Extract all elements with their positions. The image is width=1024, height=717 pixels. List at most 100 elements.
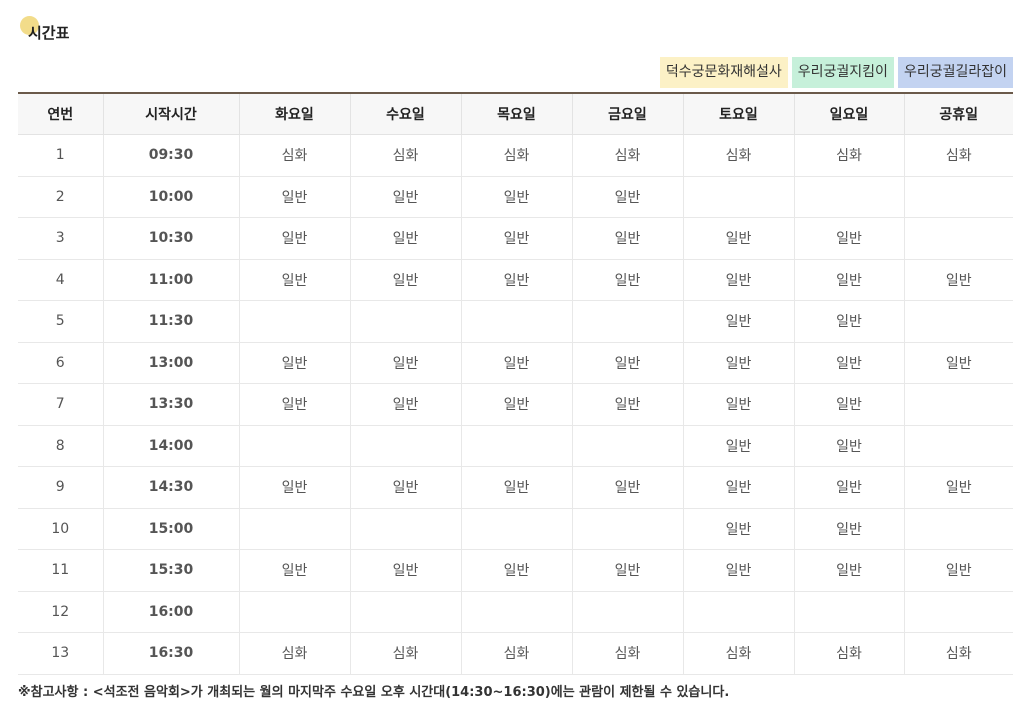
schedule-cell: 일반 (350, 383, 462, 426)
schedule-cell: 일반 (572, 176, 684, 218)
column-header: 연번 (18, 92, 104, 135)
schedule-cell: 일반 (794, 425, 905, 467)
table-row: 12 16:00 (18, 591, 1013, 633)
column-header: 일요일 (794, 92, 905, 135)
schedule-cell (239, 300, 351, 343)
column-header: 화요일 (239, 92, 351, 135)
schedule-cell: 일반 (461, 383, 573, 426)
color-legend: 덕수궁문화재해설사 우리궁궐지킴이 우리궁궐길라잡이 (659, 57, 1013, 88)
schedule-cell: 일반 (683, 508, 795, 550)
schedule-cell (239, 425, 351, 467)
start-time: 16:30 (103, 632, 240, 675)
column-header: 수요일 (350, 92, 462, 135)
start-time: 15:00 (103, 508, 240, 550)
table-row: 7 13:30 일반 일반 일반 일반 일반 일반 (18, 383, 1013, 426)
schedule-cell: 일반 (904, 342, 1013, 384)
table-row: 10 15:00 일반 일반 (18, 508, 1013, 550)
schedule-cell: 일반 (794, 383, 905, 426)
row-number: 9 (18, 466, 104, 509)
schedule-cell: 일반 (572, 383, 684, 426)
schedule-cell: 일반 (683, 300, 795, 343)
schedule-cell: 일반 (794, 300, 905, 343)
schedule-cell (461, 591, 573, 633)
legend-gillajabi: 우리궁궐길라잡이 (897, 57, 1013, 88)
schedule-cell: 일반 (350, 342, 462, 384)
schedule-cell: 일반 (239, 549, 351, 592)
table-header-row: 연번 시작시간 화요일 수요일 목요일 금요일 토요일 일요일 공휴일 (18, 92, 1013, 135)
schedule-cell: 심화 (904, 134, 1013, 177)
start-time: 15:30 (103, 549, 240, 592)
schedule-cell: 심화 (794, 632, 905, 675)
schedule-cell: 일반 (794, 342, 905, 384)
column-header: 금요일 (572, 92, 684, 135)
start-time: 10:00 (103, 176, 240, 218)
schedule-cell: 일반 (683, 425, 795, 467)
schedule-cell: 일반 (350, 176, 462, 218)
schedule-cell: 일반 (794, 549, 905, 592)
schedule-cell: 일반 (461, 217, 573, 260)
schedule-cell: 일반 (239, 217, 351, 260)
schedule-cell: 일반 (683, 259, 795, 301)
schedule-cell: 일반 (572, 342, 684, 384)
schedule-cell: 일반 (683, 383, 795, 426)
page-title: 시간표 (28, 24, 70, 42)
row-number: 2 (18, 176, 104, 218)
table-row: 11 15:30 일반 일반 일반 일반 일반 일반 일반 (18, 549, 1013, 592)
schedule-cell: 일반 (683, 466, 795, 509)
start-time: 10:30 (103, 217, 240, 260)
schedule-cell (904, 217, 1013, 260)
schedule-cell: 일반 (904, 259, 1013, 301)
schedule-cell (904, 425, 1013, 467)
schedule-cell: 일반 (572, 259, 684, 301)
row-number: 6 (18, 342, 104, 384)
schedule-cell (904, 300, 1013, 343)
schedule-cell (350, 425, 462, 467)
schedule-cell (904, 591, 1013, 633)
start-time: 13:00 (103, 342, 240, 384)
schedule-cell (904, 176, 1013, 218)
schedule-cell: 일반 (794, 259, 905, 301)
schedule-cell: 일반 (572, 549, 684, 592)
row-number: 8 (18, 425, 104, 467)
table-row: 8 14:00 일반 일반 (18, 425, 1013, 467)
schedule-cell: 일반 (461, 259, 573, 301)
row-number: 1 (18, 134, 104, 177)
schedule-cell: 심화 (239, 134, 351, 177)
schedule-cell (350, 508, 462, 550)
schedule-cell: 심화 (461, 134, 573, 177)
schedule-cell: 일반 (350, 217, 462, 260)
row-number: 12 (18, 591, 104, 633)
schedule-cell: 심화 (683, 134, 795, 177)
schedule-cell (461, 300, 573, 343)
schedule-cell: 일반 (461, 549, 573, 592)
start-time: 16:00 (103, 591, 240, 633)
column-header: 공휴일 (904, 92, 1013, 135)
schedule-cell: 일반 (683, 342, 795, 384)
schedule-cell: 일반 (683, 549, 795, 592)
title-bullet-icon (20, 16, 39, 35)
schedule-cell (683, 591, 795, 633)
schedule-cell: 일반 (794, 508, 905, 550)
start-time: 13:30 (103, 383, 240, 426)
schedule-cell (350, 591, 462, 633)
table-row: 3 10:30 일반 일반 일반 일반 일반 일반 (18, 217, 1013, 260)
schedule-cell: 일반 (350, 549, 462, 592)
schedule-cell: 일반 (239, 342, 351, 384)
schedule-cell (572, 425, 684, 467)
reference-note: ※참고사항 : <석조전 음악회>가 개최되는 월의 마지막주 수요일 오후 시… (18, 685, 730, 700)
schedule-cell: 일반 (239, 383, 351, 426)
start-time: 09:30 (103, 134, 240, 177)
start-time: 11:30 (103, 300, 240, 343)
schedule-cell (794, 591, 905, 633)
column-header: 토요일 (683, 92, 795, 135)
schedule-cell (683, 176, 795, 218)
schedule-cell (794, 176, 905, 218)
schedule-cell: 일반 (239, 259, 351, 301)
schedule-cell: 심화 (350, 134, 462, 177)
schedule-cell: 일반 (904, 466, 1013, 509)
row-number: 13 (18, 632, 104, 675)
schedule-cell (904, 383, 1013, 426)
schedule-cell: 일반 (904, 549, 1013, 592)
schedule-cell: 일반 (239, 176, 351, 218)
start-time: 14:30 (103, 466, 240, 509)
